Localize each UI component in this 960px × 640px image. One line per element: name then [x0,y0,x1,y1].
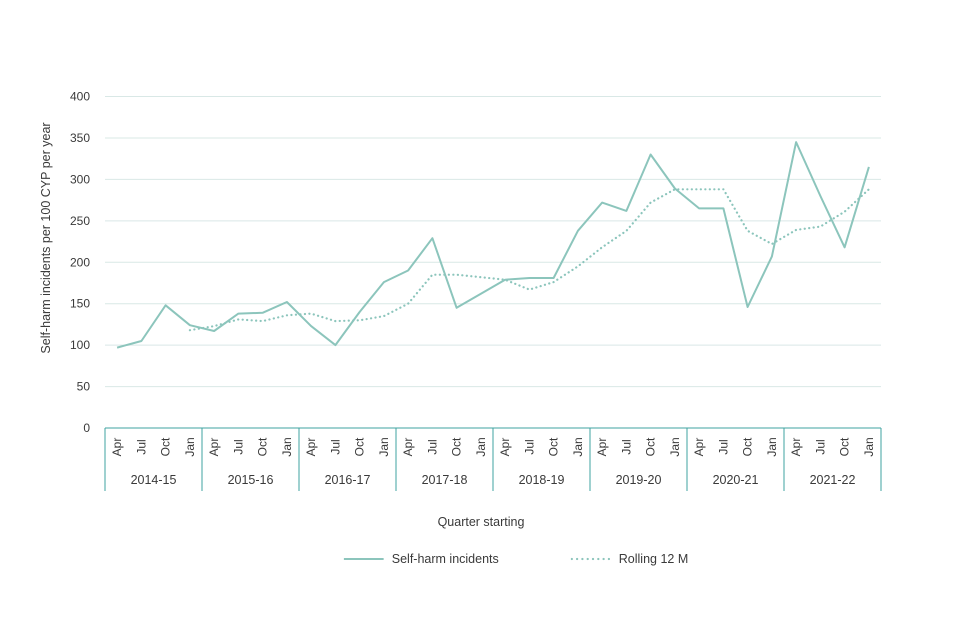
month-tick-label: Apr [110,438,124,457]
month-tick-label: Jul [813,439,827,454]
month-tick-label: Jul [425,439,439,454]
month-tick-label: Jul [328,439,342,454]
month-tick-label: Apr [207,438,221,457]
month-tick-label: Apr [789,438,803,457]
month-tick-label: Jul [619,439,633,454]
year-group-label: 2020-21 [713,473,759,487]
y-tick-label: 100 [70,338,90,352]
y-tick-label: 300 [70,172,90,186]
legend-item-self-harm-incidents: Self-harm incidents [343,552,499,566]
month-tick-label: Oct [644,437,658,456]
month-tick-label: Jan [765,437,779,456]
month-tick-label: Apr [401,438,415,457]
month-tick-label: Jan [474,437,488,456]
year-group-label: 2021-22 [810,473,856,487]
month-tick-label: Oct [256,437,270,456]
series-line-rolling-12-m [188,188,871,332]
month-tick-label: Jul [716,439,730,454]
legend-label-rolling-12m: Rolling 12 M [618,552,689,566]
year-group-label: 2017-18 [422,473,468,487]
month-tick-label: Jan [377,437,391,456]
month-tick-label: Oct [547,437,561,456]
month-tick-label: Apr [692,438,706,457]
month-tick-label: Oct [838,437,852,456]
solid-line-sample-icon [343,558,384,560]
month-tick-label: Apr [304,438,318,457]
month-tick-label: Jul [134,439,148,454]
month-tick-label: Apr [498,438,512,457]
year-group-label: 2016-17 [325,473,371,487]
y-tick-label: 250 [70,214,90,228]
month-tick-label: Oct [159,437,173,456]
year-group-label: 2018-19 [519,473,565,487]
y-tick-label: 150 [70,297,90,311]
y-tick-label: 50 [77,380,91,394]
month-tick-label: Jan [862,437,876,456]
month-tick-label: Jan [668,437,682,456]
y-tick-label: 0 [83,421,90,435]
year-group-label: 2019-20 [616,473,662,487]
year-group-label: 2015-16 [228,473,274,487]
month-tick-label: Oct [353,437,367,456]
y-tick-label: 200 [70,255,90,269]
month-tick-label: Apr [595,438,609,457]
dotted-line-sample-icon [570,557,611,561]
legend-label-self-harm-incidents: Self-harm incidents [391,552,499,566]
series-line-self-harm-incidents [116,141,870,349]
month-tick-label: Jan [183,437,197,456]
month-tick-label: Jan [571,437,585,456]
x-axis-title: Quarter starting [437,515,525,529]
month-tick-label: Jul [231,439,245,454]
y-tick-label: 350 [70,131,90,145]
month-tick-label: Jul [522,439,536,454]
legend: Self-harm incidents Rolling 12 M [343,552,689,566]
month-tick-label: Oct [450,437,464,456]
y-tick-label: 400 [70,90,90,104]
month-tick-label: Jan [280,437,294,456]
month-tick-label: Oct [741,437,755,456]
legend-item-rolling-12m: Rolling 12 M [570,552,689,566]
year-group-label: 2014-15 [131,473,177,487]
